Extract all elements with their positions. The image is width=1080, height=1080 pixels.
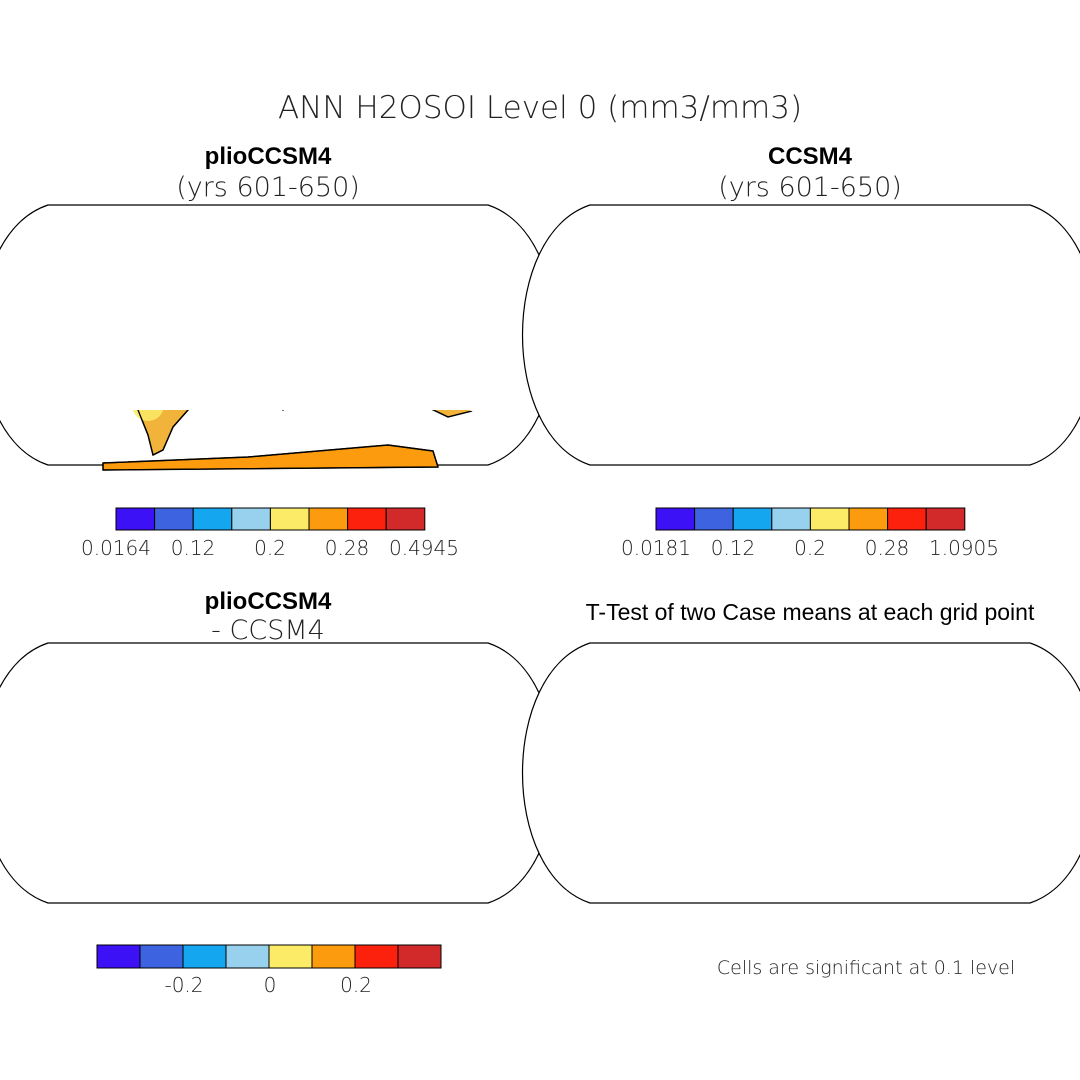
colorbar-swatch bbox=[115, 507, 156, 531]
colorbar-ccsm4-label-3: 0.28 bbox=[865, 536, 910, 560]
map-frame bbox=[0, 642, 557, 904]
colorbar-swatch bbox=[887, 507, 927, 531]
colorbar-swatch bbox=[771, 507, 811, 531]
colorbar-swatch bbox=[308, 507, 349, 531]
colorbar-plio-label-1: 0.12 bbox=[171, 536, 216, 560]
colorbar-ccsm4-label-0: 0.0181 bbox=[621, 536, 691, 560]
colorbar-swatch bbox=[354, 944, 399, 969]
colorbar-swatch bbox=[347, 507, 387, 531]
data-patch bbox=[132, 410, 164, 421]
colorbar-swatch bbox=[397, 944, 442, 969]
figure-title: ANN H2OSOI Level 0 (mm3/mm3) bbox=[278, 90, 802, 126]
colorbar-swatch bbox=[96, 944, 141, 969]
map-panel-diff bbox=[0, 642, 557, 904]
colorbar-swatch bbox=[925, 507, 966, 531]
colorbar-swatch bbox=[311, 944, 356, 969]
colorbar-diff-label-1: 0 bbox=[264, 973, 277, 997]
coastline-antarctica bbox=[102, 444, 439, 471]
colorbar-ccsm4-label-4: 1.0905 bbox=[929, 536, 999, 560]
colorbar-swatch bbox=[154, 507, 194, 531]
colorbar-ccsm4-label-1: 0.12 bbox=[711, 536, 756, 560]
panel-plio-title: plioCCSM4 bbox=[205, 143, 332, 170]
colorbar-plio-label-0: 0.0164 bbox=[81, 536, 151, 560]
colorbar-swatch bbox=[139, 944, 184, 969]
map-frame bbox=[521, 642, 1080, 904]
colorbar-diff-label-2: 0.2 bbox=[340, 973, 372, 997]
colorbar-swatch bbox=[231, 507, 271, 531]
panel-plio-subtitle: (yrs 601-650) bbox=[176, 172, 360, 203]
colorbar-plio-label-2: 0.2 bbox=[254, 536, 286, 560]
colorbar-plio-label-3: 0.28 bbox=[325, 536, 370, 560]
map-panel-ttest bbox=[521, 642, 1080, 904]
colorbar-diff-label-0: -0.2 bbox=[164, 973, 203, 997]
colorbar-swatch bbox=[732, 507, 773, 531]
map-frame bbox=[0, 204, 557, 466]
colorbar-swatch bbox=[192, 507, 233, 531]
panel-diff-title: plioCCSM4 bbox=[205, 588, 332, 615]
map-panel-plio bbox=[0, 204, 557, 471]
ttest-note: Cells are significant at 0.1 level bbox=[717, 957, 1015, 979]
colorbar-swatch bbox=[182, 944, 227, 969]
colorbar-swatch bbox=[385, 507, 426, 531]
panel-diff-subtitle: - CCSM4 bbox=[211, 615, 325, 646]
colorbar-swatch bbox=[655, 507, 696, 531]
panel-ccsm4-title: CCSM4 bbox=[768, 143, 853, 170]
colorbar-plio-label-4: 0.4945 bbox=[389, 536, 459, 560]
colorbar-swatch bbox=[268, 944, 313, 969]
colorbar-swatch bbox=[269, 507, 310, 531]
colorbar-swatch bbox=[225, 944, 270, 969]
coastline-south-america bbox=[122, 410, 204, 456]
colorbar-plio bbox=[115, 507, 426, 531]
colorbar-ccsm4-label-2: 0.2 bbox=[794, 536, 826, 560]
colorbar-swatch bbox=[809, 507, 850, 531]
colorbar-diff bbox=[96, 944, 442, 969]
panel-ccsm4-subtitle: (yrs 601-650) bbox=[718, 172, 902, 203]
panel-ttest-title: T-Test of two Case means at each grid po… bbox=[586, 599, 1035, 625]
colorbar-swatch bbox=[694, 507, 734, 531]
colorbar-swatch bbox=[848, 507, 889, 531]
colorbar-ccsm4 bbox=[655, 507, 966, 531]
map-panel-ccsm4 bbox=[521, 204, 1080, 466]
map-frame bbox=[521, 204, 1080, 466]
coastline-australia bbox=[415, 410, 484, 418]
